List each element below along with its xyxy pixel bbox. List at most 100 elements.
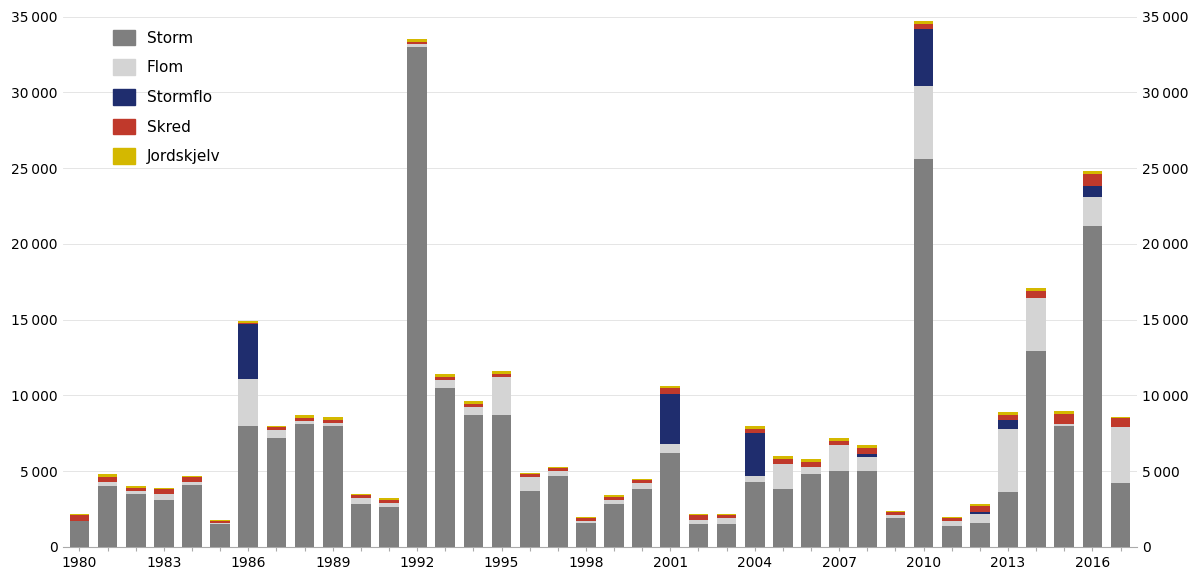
Bar: [548, 476, 568, 547]
Bar: [858, 457, 877, 471]
Bar: [126, 486, 145, 488]
Bar: [350, 494, 371, 496]
Bar: [829, 446, 850, 471]
Bar: [1026, 288, 1046, 291]
Bar: [913, 28, 934, 87]
Bar: [463, 415, 484, 547]
Bar: [773, 489, 793, 547]
Bar: [745, 433, 764, 476]
Bar: [632, 489, 652, 547]
Bar: [886, 511, 905, 512]
Bar: [970, 506, 990, 512]
Bar: [407, 44, 427, 47]
Bar: [492, 371, 511, 374]
Bar: [350, 496, 371, 498]
Bar: [379, 503, 398, 507]
Bar: [182, 482, 202, 485]
Bar: [1055, 411, 1074, 414]
Bar: [323, 426, 342, 547]
Bar: [913, 159, 934, 547]
Bar: [716, 524, 737, 547]
Bar: [802, 467, 821, 474]
Bar: [436, 374, 455, 377]
Bar: [858, 449, 877, 454]
Bar: [520, 477, 540, 491]
Bar: [295, 424, 314, 547]
Bar: [632, 479, 652, 480]
Bar: [210, 524, 230, 547]
Bar: [350, 498, 371, 504]
Bar: [632, 483, 652, 489]
Bar: [492, 415, 511, 547]
Bar: [970, 523, 990, 547]
Bar: [998, 492, 1018, 547]
Bar: [716, 514, 737, 515]
Bar: [239, 379, 258, 426]
Bar: [660, 386, 680, 388]
Bar: [548, 467, 568, 468]
Bar: [689, 514, 708, 515]
Bar: [773, 456, 793, 459]
Bar: [829, 437, 850, 441]
Bar: [1082, 174, 1103, 187]
Bar: [886, 512, 905, 515]
Bar: [154, 500, 174, 547]
Bar: [436, 388, 455, 547]
Bar: [576, 521, 595, 523]
Bar: [436, 377, 455, 380]
Bar: [605, 504, 624, 547]
Bar: [576, 523, 595, 547]
Bar: [1111, 418, 1130, 427]
Bar: [998, 419, 1018, 429]
Bar: [689, 524, 708, 547]
Bar: [576, 517, 595, 518]
Bar: [520, 491, 540, 547]
Bar: [1026, 352, 1046, 547]
Bar: [239, 426, 258, 547]
Bar: [942, 518, 961, 521]
Bar: [942, 521, 961, 526]
Bar: [463, 404, 484, 407]
Bar: [802, 462, 821, 467]
Bar: [210, 521, 230, 523]
Bar: [998, 412, 1018, 415]
Bar: [548, 471, 568, 476]
Bar: [1055, 424, 1074, 426]
Legend: Storm, Flom, Stormflo, Skred, Jordskjelv: Storm, Flom, Stormflo, Skred, Jordskjelv: [113, 30, 221, 164]
Bar: [632, 480, 652, 483]
Bar: [548, 468, 568, 471]
Bar: [266, 430, 287, 437]
Bar: [154, 489, 174, 494]
Bar: [97, 474, 118, 477]
Bar: [323, 419, 342, 422]
Bar: [605, 496, 624, 497]
Bar: [126, 488, 145, 491]
Bar: [913, 24, 934, 28]
Bar: [70, 515, 89, 521]
Bar: [1111, 483, 1130, 547]
Bar: [436, 380, 455, 388]
Bar: [858, 454, 877, 457]
Bar: [998, 429, 1018, 492]
Bar: [126, 494, 145, 547]
Bar: [745, 476, 764, 482]
Bar: [379, 500, 398, 503]
Bar: [1111, 427, 1130, 483]
Bar: [773, 464, 793, 489]
Bar: [1055, 426, 1074, 547]
Bar: [210, 519, 230, 521]
Bar: [97, 486, 118, 547]
Bar: [829, 441, 850, 446]
Bar: [716, 515, 737, 518]
Bar: [97, 482, 118, 486]
Bar: [463, 401, 484, 404]
Bar: [970, 504, 990, 506]
Bar: [689, 519, 708, 524]
Bar: [1082, 225, 1103, 547]
Bar: [605, 497, 624, 500]
Bar: [323, 417, 342, 419]
Bar: [970, 514, 990, 523]
Bar: [660, 453, 680, 547]
Bar: [239, 324, 258, 379]
Bar: [70, 514, 89, 515]
